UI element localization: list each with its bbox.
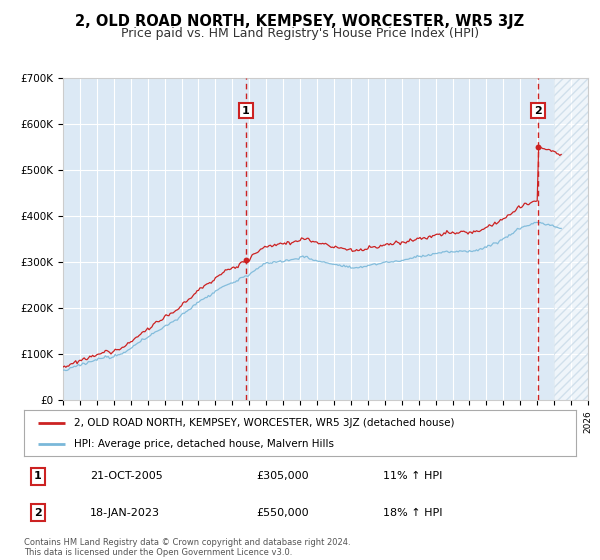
Text: 2: 2 [34,507,41,517]
Point [241,255,251,264]
Text: HPI: Average price, detached house, Malvern Hills: HPI: Average price, detached house, Malv… [74,440,334,450]
Text: 11% ↑ HPI: 11% ↑ HPI [383,472,442,482]
Text: 2, OLD ROAD NORTH, KEMPSEY, WORCESTER, WR5 3JZ (detached house): 2, OLD ROAD NORTH, KEMPSEY, WORCESTER, W… [74,418,454,428]
Text: 1: 1 [242,106,250,115]
Text: 1: 1 [34,472,41,482]
Text: 18-JAN-2023: 18-JAN-2023 [90,507,160,517]
Text: £550,000: £550,000 [256,507,308,517]
Text: 18% ↑ HPI: 18% ↑ HPI [383,507,442,517]
Text: 21-OCT-2005: 21-OCT-2005 [90,472,163,482]
Text: Price paid vs. HM Land Registry's House Price Index (HPI): Price paid vs. HM Land Registry's House … [121,27,479,40]
Text: Contains HM Land Registry data © Crown copyright and database right 2024.
This d: Contains HM Land Registry data © Crown c… [24,538,350,557]
Bar [554,78,588,400]
Text: 2, OLD ROAD NORTH, KEMPSEY, WORCESTER, WR5 3JZ: 2, OLD ROAD NORTH, KEMPSEY, WORCESTER, W… [76,14,524,29]
Text: 2: 2 [534,106,542,115]
Point [533,143,543,152]
Text: £305,000: £305,000 [256,472,308,482]
